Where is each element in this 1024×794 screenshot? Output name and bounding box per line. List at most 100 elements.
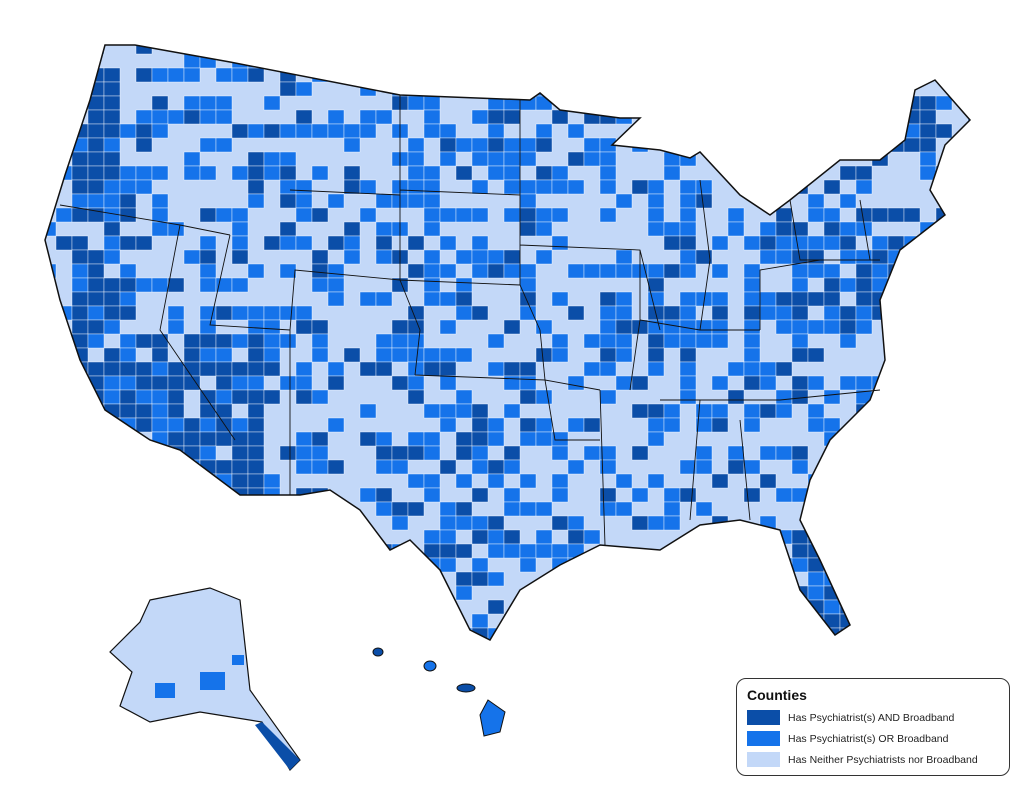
county-cell bbox=[375, 361, 393, 377]
county-cell bbox=[423, 109, 441, 125]
county-cell bbox=[151, 529, 169, 545]
county-cell bbox=[903, 403, 921, 419]
county-cell bbox=[103, 319, 121, 335]
county-cell bbox=[615, 501, 633, 517]
county-cell bbox=[951, 459, 969, 475]
county-cell bbox=[71, 207, 89, 223]
county-cell bbox=[71, 67, 89, 83]
county-cell bbox=[295, 319, 313, 335]
county-cell bbox=[759, 291, 777, 307]
county-cell bbox=[935, 291, 953, 307]
county-cell bbox=[839, 473, 857, 489]
county-cell bbox=[503, 487, 521, 503]
county-cell bbox=[279, 221, 297, 237]
county-cell bbox=[327, 571, 345, 587]
county-cell bbox=[471, 109, 489, 125]
county-cell bbox=[647, 515, 665, 531]
county-cell bbox=[167, 389, 185, 405]
county-cell bbox=[663, 487, 681, 503]
county-cell bbox=[903, 207, 921, 223]
county-cell bbox=[951, 305, 969, 321]
county-cell bbox=[71, 45, 89, 55]
county-cell bbox=[487, 151, 505, 167]
county-cell bbox=[951, 375, 969, 391]
county-cell bbox=[183, 109, 201, 125]
county-cell bbox=[135, 235, 153, 251]
county-cell bbox=[471, 515, 489, 531]
county-cell bbox=[215, 557, 233, 573]
county-cell bbox=[327, 361, 345, 377]
county-cell bbox=[87, 403, 105, 419]
county-cell bbox=[455, 389, 473, 405]
county-cell bbox=[551, 571, 569, 587]
county-cell bbox=[743, 45, 761, 55]
county-cell bbox=[503, 95, 521, 111]
county-cell bbox=[119, 235, 137, 251]
county-cell bbox=[967, 487, 970, 503]
county-cell bbox=[199, 95, 217, 111]
county-cell bbox=[359, 123, 377, 139]
county-cell bbox=[487, 137, 505, 153]
county-cell bbox=[247, 403, 265, 419]
county-cell bbox=[55, 431, 73, 447]
county-cell bbox=[791, 627, 809, 640]
county-cell bbox=[215, 137, 233, 153]
county-cell bbox=[87, 137, 105, 153]
county-cell bbox=[599, 165, 617, 181]
county-cell bbox=[503, 179, 521, 195]
contiguous-us bbox=[44, 44, 972, 656]
county-cell bbox=[775, 613, 793, 629]
county-cell bbox=[711, 263, 729, 279]
county-cell bbox=[903, 291, 921, 307]
county-cell bbox=[743, 137, 761, 153]
county-cell bbox=[504, 642, 520, 656]
county-cell bbox=[151, 165, 169, 181]
county-cell bbox=[183, 515, 201, 531]
county-cell bbox=[823, 501, 841, 517]
legend-label: Has Neither Psychiatrists nor Broadband bbox=[788, 753, 978, 766]
county-cell bbox=[215, 109, 233, 125]
county-cell bbox=[423, 95, 441, 111]
county-cell bbox=[344, 642, 360, 656]
county-cell bbox=[407, 263, 425, 279]
county-cell bbox=[71, 389, 89, 405]
county-cell bbox=[343, 179, 361, 195]
county-cell bbox=[231, 305, 249, 321]
county-cell bbox=[775, 235, 793, 251]
county-cell bbox=[439, 347, 457, 363]
county-cell bbox=[711, 403, 729, 419]
county-cell bbox=[167, 375, 185, 391]
county-cell bbox=[551, 179, 569, 195]
county-cell bbox=[951, 501, 969, 517]
county-cell bbox=[583, 445, 601, 461]
county-cell bbox=[887, 501, 905, 517]
county-cell bbox=[199, 515, 217, 531]
county-cell bbox=[55, 207, 73, 223]
county-cell bbox=[807, 501, 825, 517]
county-cell bbox=[279, 585, 297, 601]
county-cell bbox=[647, 473, 665, 489]
county-cell bbox=[151, 375, 169, 391]
county-cell bbox=[391, 557, 409, 573]
county-cell bbox=[567, 305, 585, 321]
county-cell bbox=[231, 165, 249, 181]
county-cell bbox=[311, 347, 329, 363]
county-cell bbox=[455, 277, 473, 293]
county-cell bbox=[327, 235, 345, 251]
county-cell bbox=[903, 445, 921, 461]
county-cell bbox=[167, 543, 185, 559]
county-cell bbox=[279, 333, 297, 349]
county-cell bbox=[423, 67, 441, 83]
county-cell bbox=[247, 459, 265, 475]
county-cell bbox=[103, 515, 121, 531]
county-cell bbox=[711, 291, 729, 307]
county-cell bbox=[423, 263, 441, 279]
county-cell bbox=[679, 585, 697, 601]
county-cell bbox=[823, 305, 841, 321]
county-cell bbox=[695, 459, 713, 475]
county-cell bbox=[439, 291, 457, 307]
county-cell bbox=[279, 179, 297, 195]
county-cell bbox=[919, 151, 937, 167]
county-cell bbox=[45, 165, 57, 181]
county-cell bbox=[535, 529, 553, 545]
